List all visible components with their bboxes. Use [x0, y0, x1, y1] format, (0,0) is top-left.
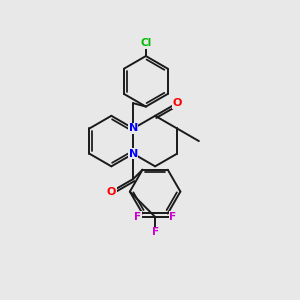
Text: Cl: Cl	[140, 38, 152, 48]
Text: O: O	[172, 98, 182, 108]
Text: F: F	[134, 212, 141, 222]
Text: N: N	[129, 149, 138, 159]
Text: O: O	[107, 187, 116, 196]
Text: F: F	[169, 212, 176, 222]
Text: F: F	[152, 227, 159, 237]
Text: N: N	[129, 124, 138, 134]
